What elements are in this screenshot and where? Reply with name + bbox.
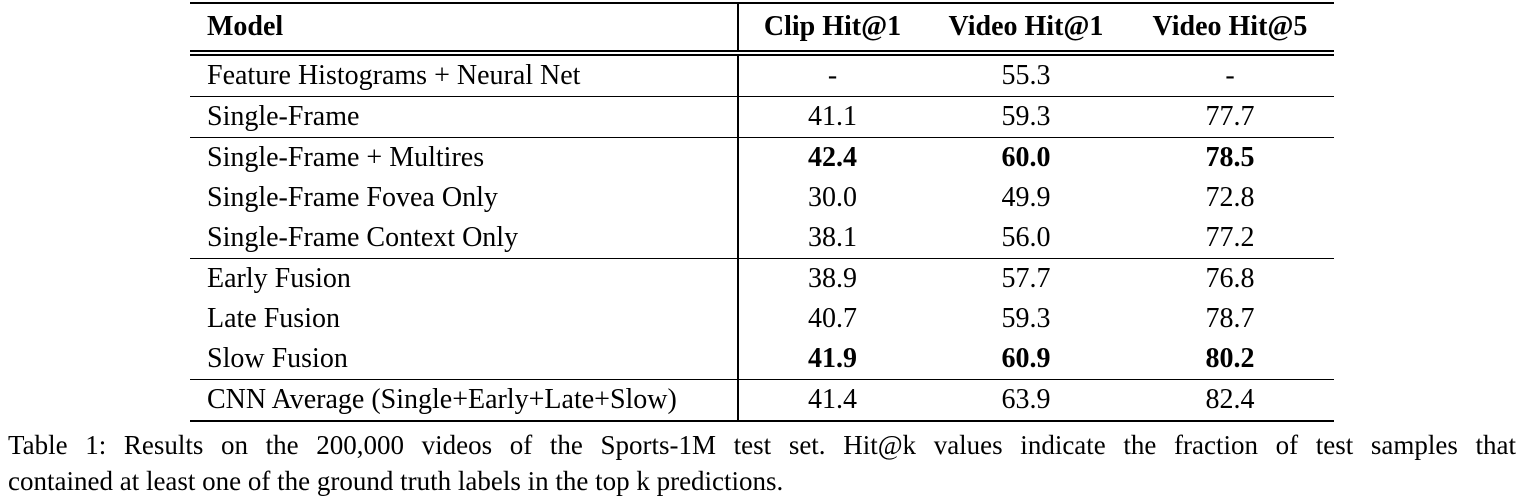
video-hit1-cell: 60.0 bbox=[1001, 142, 1051, 173]
header-video-hit1: Video Hit@1 bbox=[926, 2, 1126, 56]
header-model: Model bbox=[190, 2, 739, 56]
video-hit1-cell: 57.7 bbox=[1001, 263, 1051, 294]
header-clip-hit1: Clip Hit@1 bbox=[738, 2, 926, 56]
video-hit5-cell: 78.7 bbox=[1205, 303, 1255, 334]
video-hit5-cell: 76.8 bbox=[1205, 263, 1255, 294]
video-hit1-cell: 55.3 bbox=[926, 53, 1126, 97]
clip-hit1-cell: 40.7 bbox=[808, 303, 857, 334]
table-row: Single-Frame + Multires 42.4 60.0 78.5 bbox=[190, 137, 1334, 178]
video-hit5-cell: 82.4 bbox=[1126, 379, 1334, 422]
clip-hit1-cell: 38.1 bbox=[738, 218, 926, 259]
video-hit5-cell: 77.7 bbox=[1126, 96, 1334, 138]
model-name-cell: Feature Histograms + Neural Net bbox=[190, 53, 739, 97]
header-row: Model Clip Hit@1 Video Hit@1 Video Hit@5 bbox=[190, 2, 1334, 56]
caption-line-2: contained at least one of the ground tru… bbox=[8, 466, 784, 496]
header-video-hit5: Video Hit@5 bbox=[1126, 2, 1334, 56]
clip-hit1-cell: 41.9 bbox=[738, 339, 926, 380]
video-hit1-cell: 49.9 bbox=[1001, 182, 1051, 213]
table-row: Single-Frame Fovea Only 30.0 49.9 72.8 bbox=[190, 178, 1334, 218]
model-name-cell: Single-Frame + Multires bbox=[190, 137, 739, 178]
video-hit5-cell: - bbox=[1126, 53, 1334, 97]
table-row: Feature Histograms + Neural Net - 55.3 - bbox=[190, 53, 1334, 97]
table-row: Single-Frame Context Only 38.1 56.0 77.2 bbox=[190, 218, 1334, 259]
clip-hit1-cell: 41.4 bbox=[738, 379, 926, 422]
model-name-cell: Single-Frame Context Only bbox=[190, 218, 739, 259]
results-table: Model Clip Hit@1 Video Hit@1 Video Hit@5… bbox=[190, 2, 1334, 422]
video-hit5-cell: 80.2 bbox=[1126, 339, 1334, 380]
video-hit5-cell: 77.2 bbox=[1126, 218, 1334, 259]
video-hit1-cell: 59.3 bbox=[926, 96, 1126, 138]
clip-hit1-cell: 42.4 bbox=[808, 142, 857, 173]
clip-hit1-cell: 41.1 bbox=[738, 96, 926, 138]
clip-hit1-cell: - bbox=[738, 53, 926, 97]
video-hit1-cell: 60.9 bbox=[926, 339, 1126, 380]
model-name-cell: Early Fusion bbox=[190, 258, 739, 299]
model-name-cell: Single-Frame bbox=[190, 96, 739, 138]
table-caption: Table 1: Results on the 200,000 videos o… bbox=[8, 427, 1516, 499]
video-hit1-cell: 63.9 bbox=[926, 379, 1126, 422]
caption-line-1: Table 1: Results on the 200,000 videos o… bbox=[8, 430, 1516, 460]
model-name-cell: Single-Frame Fovea Only bbox=[190, 178, 739, 218]
table-row: CNN Average (Single+Early+Late+Slow) 41.… bbox=[190, 379, 1334, 422]
video-hit5-cell: 78.5 bbox=[1205, 142, 1255, 173]
table-row: Slow Fusion 41.9 60.9 80.2 bbox=[190, 339, 1334, 380]
video-hit1-cell: 59.3 bbox=[1001, 303, 1051, 334]
model-name-cell: Slow Fusion bbox=[190, 339, 739, 380]
model-name-cell: CNN Average (Single+Early+Late+Slow) bbox=[190, 379, 739, 422]
table-row: Single-Frame 41.1 59.3 77.7 bbox=[190, 96, 1334, 138]
table-row: Early Fusion 38.9 57.7 76.8 bbox=[190, 258, 1334, 299]
table-row: Late Fusion 40.7 59.3 78.7 bbox=[190, 299, 1334, 339]
clip-hit1-cell: 38.9 bbox=[808, 263, 857, 294]
clip-hit1-cell: 30.0 bbox=[808, 182, 857, 213]
model-name-cell: Late Fusion bbox=[190, 299, 739, 339]
video-hit5-cell: 72.8 bbox=[1205, 182, 1255, 213]
video-hit1-cell: 56.0 bbox=[926, 218, 1126, 259]
